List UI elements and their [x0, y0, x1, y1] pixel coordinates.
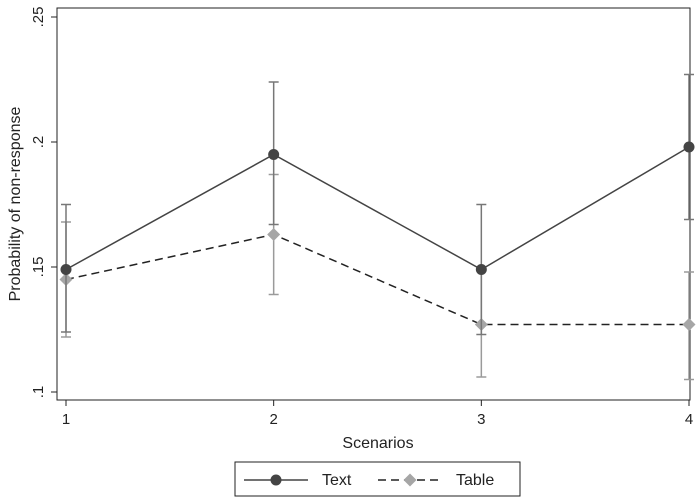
legend-marker — [270, 474, 282, 486]
series-table — [59, 173, 696, 381]
data-point — [682, 318, 696, 331]
series-line — [65, 233, 689, 326]
legend-label: Text — [322, 472, 352, 489]
legend-label: Table — [456, 472, 494, 489]
data-point — [475, 264, 487, 275]
x-tick-label: 4 — [685, 411, 693, 428]
y-tick-label: .15 — [30, 257, 47, 278]
y-axis: .1 .15 .2 .25 — [30, 7, 57, 399]
data-point — [60, 264, 72, 275]
series-layer — [59, 73, 696, 381]
legend-item-table: Table — [378, 472, 494, 489]
plot-frame — [56, 7, 691, 401]
y-tick-label: .2 — [30, 136, 47, 149]
data-point — [683, 141, 695, 153]
legend-marker — [403, 473, 417, 487]
plot-border — [56, 7, 691, 401]
x-tick-label: 1 — [62, 411, 70, 428]
y-axis-title: Probability of non-response — [7, 107, 24, 302]
x-tick-label: 3 — [477, 411, 485, 428]
x-axis-title: Scenarios — [342, 435, 413, 452]
legend-item-text: Text — [244, 472, 352, 489]
legend-box — [234, 461, 521, 497]
x-axis: 1 2 3 4 — [62, 400, 693, 428]
x-tick-label: 2 — [269, 411, 277, 428]
y-tick-label: .1 — [30, 386, 47, 399]
series-text — [60, 73, 695, 336]
data-point — [267, 228, 281, 241]
series-line — [65, 146, 690, 271]
data-point — [268, 149, 280, 160]
y-tick-label: .25 — [30, 7, 47, 28]
legend: Text Table — [234, 461, 521, 497]
